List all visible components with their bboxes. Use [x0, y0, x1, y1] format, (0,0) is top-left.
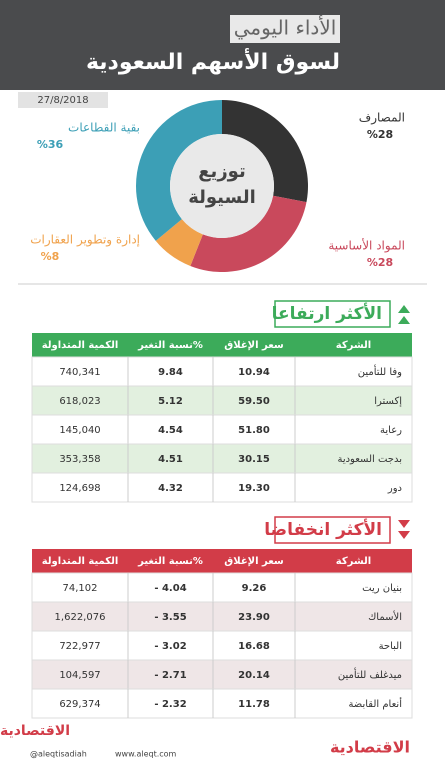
table-cell: رعاية: [380, 425, 402, 436]
table-title: الأكثر ارتفاعا: [272, 303, 382, 324]
table-cell: دور: [387, 483, 402, 494]
table-cell: 740,341: [59, 367, 100, 378]
header-title: الأداء اليومي: [234, 16, 337, 41]
table-cell: 51.80: [238, 425, 270, 436]
table-cell: إكسترا: [374, 396, 402, 407]
table-row: [31, 659, 413, 690]
column-header: سعر الإغلاق: [224, 556, 284, 567]
table-cell: 9.84: [158, 367, 183, 378]
table-cell: ميدغلف للتأمين: [338, 667, 402, 681]
table-cell: 30.15: [238, 454, 270, 465]
table-row: [31, 572, 413, 603]
title-box: [274, 516, 391, 544]
twitter: @aleqtisadiah: [30, 750, 87, 759]
table-cell: 4.54: [158, 425, 183, 436]
column-header: الكمية المتداولة: [42, 340, 119, 351]
column-header: الشركة: [336, 556, 371, 567]
title-box: [230, 15, 340, 43]
legend-label: المصارف: [359, 111, 405, 126]
table-cell: الأسماك: [368, 610, 402, 623]
table-cell: 5.12: [158, 396, 183, 407]
pie-slice: [222, 100, 308, 203]
data-label: %36: [37, 138, 64, 151]
logo: الاقتصادية: [0, 723, 70, 739]
table-cell: 1,622,076: [55, 612, 106, 623]
table-cell: 74,102: [63, 583, 98, 594]
date-box: [18, 92, 108, 108]
legend-label: إدارة وتطوير العقارات: [30, 233, 140, 248]
title-box: [274, 300, 391, 328]
table-cell: بنيان ريت: [362, 583, 402, 594]
table-cell: وفا للتأمين: [358, 364, 402, 378]
column-header: نسبة التغير%: [137, 340, 203, 351]
table-cell: 629,374: [59, 699, 100, 710]
table-header: [32, 549, 412, 573]
legend-label: المواد الأساسية: [328, 238, 405, 254]
table-cell: 124,698: [59, 483, 100, 494]
table-cell: - 2.32: [154, 699, 186, 710]
column-header: سعر الإغلاق: [224, 340, 284, 351]
arrow-icon: [398, 520, 410, 539]
table-cell: 104,597: [59, 670, 100, 681]
column-header: نسبة التغير%: [137, 556, 203, 567]
column-header: الشركة: [336, 340, 371, 351]
table-cell: - 3.55: [154, 612, 186, 623]
table-row: [31, 688, 413, 719]
table-cell: 10.94: [238, 367, 270, 378]
table-cell: 4.51: [158, 454, 183, 465]
table-cell: بدجت السعودية: [337, 454, 402, 465]
pie-slice: [155, 219, 203, 266]
donut-hole: [170, 134, 274, 238]
table-cell: 20.14: [238, 670, 270, 681]
table-cell: 4.32: [158, 483, 183, 494]
pie-slice: [190, 195, 307, 273]
table-cell: أنعام القابضة: [348, 697, 402, 710]
table-row: [31, 414, 413, 445]
data-label: %28: [367, 128, 393, 141]
table-row: [31, 443, 413, 474]
table-cell: 23.90: [238, 612, 270, 623]
table-cell: 722,977: [59, 641, 100, 652]
table-cell: 59.50: [238, 396, 270, 407]
table-cell: 618,023: [59, 396, 100, 407]
table-cell: 353,358: [59, 454, 100, 465]
table-row: [31, 472, 413, 503]
header-band: [0, 0, 445, 90]
chart-title: السيولة: [188, 187, 256, 208]
table-cell: - 4.04: [154, 583, 186, 594]
date: 27/8/2018: [37, 95, 88, 106]
table-row: [31, 385, 413, 416]
legend-label: بقية القطاعات: [68, 121, 140, 135]
logo: الاقتصادية: [330, 738, 410, 757]
table-cell: الباحة: [379, 641, 402, 652]
table-cell: 145,040: [59, 425, 100, 436]
table-row: [31, 356, 413, 387]
column-header: الكمية المتداولة: [42, 556, 119, 567]
table-title: الأكثر انخفاضا: [264, 519, 382, 540]
data-label: %8: [41, 250, 60, 263]
table-cell: 9.26: [242, 583, 267, 594]
table-cell: 19.30: [238, 483, 270, 494]
table-cell: 16.68: [238, 641, 270, 652]
arrow-icon: [398, 305, 410, 324]
header-subtitle: لسوق الأسهم السعودية: [86, 47, 340, 75]
pie-slice: [135, 100, 222, 241]
table-header: [32, 333, 412, 357]
table-cell: - 2.71: [154, 670, 186, 681]
chart-title: توزيع: [198, 161, 245, 182]
table-cell: - 3.02: [154, 641, 186, 652]
site: www.aleqt.com: [115, 750, 177, 759]
table-cell: 11.78: [238, 699, 270, 710]
table-row: [31, 630, 413, 661]
data-label: %28: [367, 256, 393, 269]
